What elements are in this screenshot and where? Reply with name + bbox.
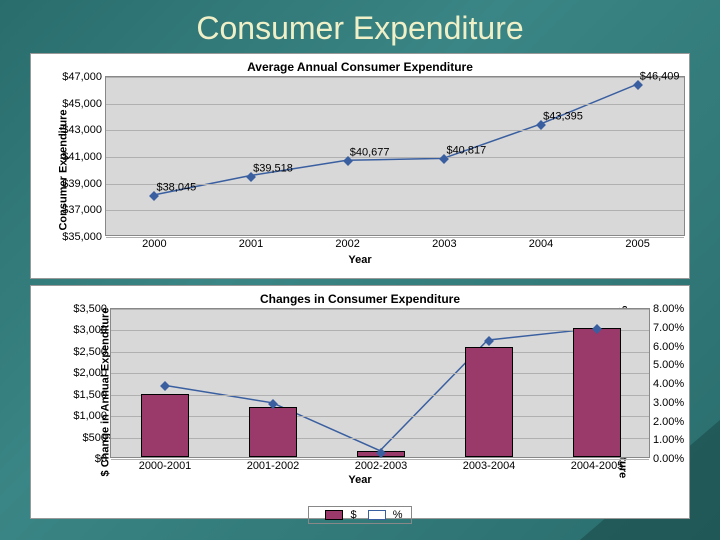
chart2-ytick-right: 5.00% xyxy=(649,359,684,371)
chart1-xtick: 2002 xyxy=(335,235,359,250)
chart2-bar xyxy=(465,347,514,457)
chart1-ytick: $37,000 xyxy=(62,204,106,216)
chart2-ytick-left: $3,500 xyxy=(73,303,111,315)
chart1-value-label: $40,677 xyxy=(350,147,390,159)
chart1-xtick: 2000 xyxy=(142,235,166,250)
chart2-plot: $0$500$1,000$1,500$2,000$2,500$3,000$3,5… xyxy=(110,308,650,458)
chart2-legend: $ % xyxy=(35,506,685,524)
chart2-bar xyxy=(573,328,622,457)
chart2-xtick: 2003-2004 xyxy=(463,457,516,472)
chart1-value-label: $43,395 xyxy=(543,111,583,123)
chart2-pct-marker xyxy=(484,336,494,346)
chart2-ytick-right: 1.00% xyxy=(649,434,684,446)
chart-average-expenditure: Average Annual Consumer Expenditure Cons… xyxy=(30,53,690,279)
chart1-ytick: $45,000 xyxy=(62,98,106,110)
chart1-plot: $35,000$37,000$39,000$41,000$43,000$45,0… xyxy=(105,76,685,236)
chart2-ytick-left: $2,500 xyxy=(73,346,111,358)
chart2-xlabel: Year xyxy=(35,474,685,486)
chart1-ytick: $43,000 xyxy=(62,124,106,136)
chart1-value-label: $39,518 xyxy=(253,162,293,174)
chart1-xtick: 2005 xyxy=(625,235,649,250)
chart2-ytick-right: 7.00% xyxy=(649,322,684,334)
chart2-ytick-right: 2.00% xyxy=(649,416,684,428)
chart1-xlabel: Year xyxy=(35,254,685,266)
legend-swatch-dollar xyxy=(325,510,343,520)
chart1-ytick: $35,000 xyxy=(62,231,106,243)
chart2-xtick: 2002-2003 xyxy=(355,457,408,472)
chart2-ytick-left: $500 xyxy=(83,432,111,444)
chart-changes-expenditure: Changes in Consumer Expenditure $ Change… xyxy=(30,285,690,519)
chart2-ytick-left: $1,000 xyxy=(73,410,111,422)
chart2-ytick-left: $2,000 xyxy=(73,367,111,379)
chart1-ytick: $47,000 xyxy=(62,71,106,83)
chart2-title: Changes in Consumer Expenditure xyxy=(35,290,685,308)
slide-title: Consumer Expenditure xyxy=(0,0,720,53)
legend-swatch-pct xyxy=(368,510,386,520)
chart1-value-label: $40,817 xyxy=(446,145,486,157)
chart2-bar xyxy=(249,407,298,457)
chart2-ytick-left: $1,500 xyxy=(73,389,111,401)
chart2-ytick-right: 6.00% xyxy=(649,341,684,353)
chart2-pct-marker xyxy=(160,381,170,391)
chart2-ytick-left: $3,000 xyxy=(73,324,111,336)
chart1-xtick: 2003 xyxy=(432,235,456,250)
chart1-ytick: $41,000 xyxy=(62,151,106,163)
chart1-ytick: $39,000 xyxy=(62,178,106,190)
chart2-ytick-left: $0 xyxy=(95,453,111,465)
chart2-ytick-right: 4.00% xyxy=(649,378,684,390)
chart2-ytick-right: 0.00% xyxy=(649,453,684,465)
chart1-value-label: $46,409 xyxy=(640,70,680,82)
chart2-xtick: 2004-2005 xyxy=(571,457,624,472)
chart2-ytick-right: 3.00% xyxy=(649,397,684,409)
chart2-ytick-right: 8.00% xyxy=(649,303,684,315)
chart2-bar xyxy=(141,394,190,457)
chart1-title: Average Annual Consumer Expenditure xyxy=(35,58,685,76)
legend-label-dollar: $ xyxy=(351,509,357,521)
chart1-xtick: 2001 xyxy=(239,235,263,250)
legend-label-pct: % xyxy=(393,509,403,521)
chart2-xtick: 2000-2001 xyxy=(139,457,192,472)
chart1-value-label: $38,045 xyxy=(156,182,196,194)
chart1-xtick: 2004 xyxy=(529,235,553,250)
chart2-xtick: 2001-2002 xyxy=(247,457,300,472)
